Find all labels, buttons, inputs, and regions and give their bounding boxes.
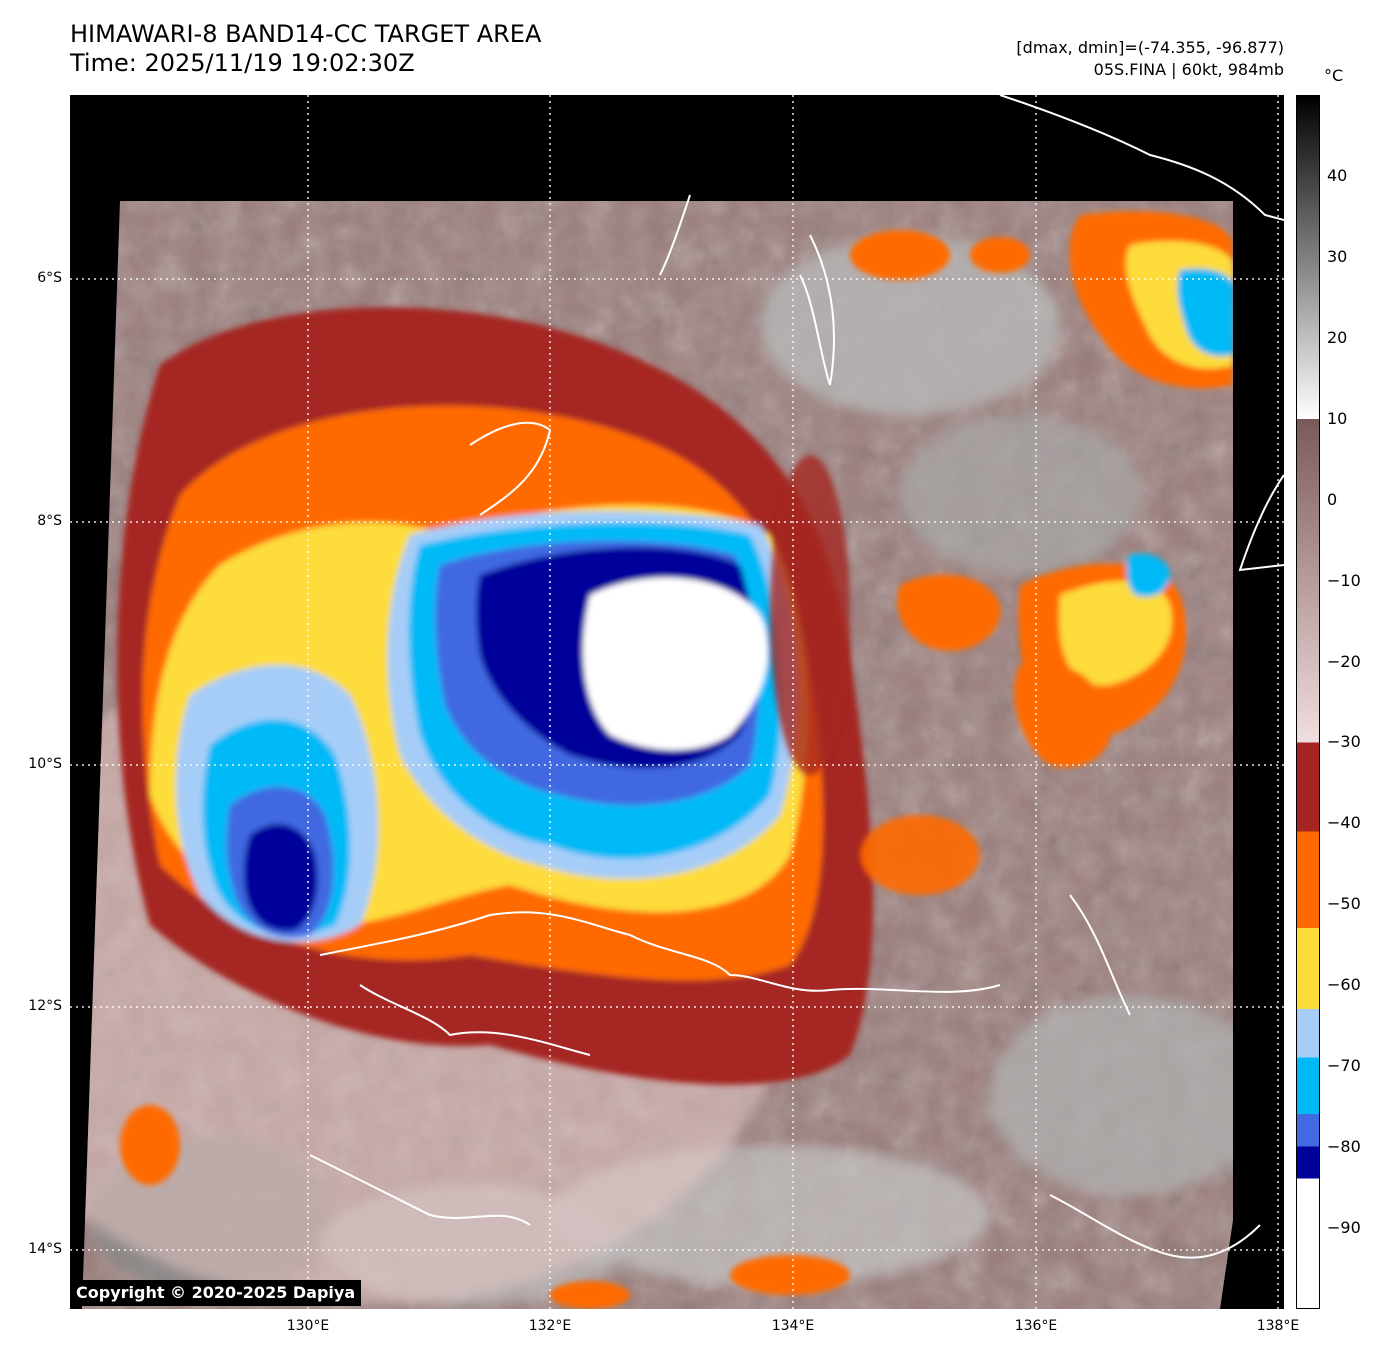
colorbar-tick-label: 20 [1327,327,1348,347]
lon-label-130e: 130°E [286,1318,330,1334]
lat-label-12s: 12°S [28,998,62,1014]
colorbar-tick-label: −60 [1327,975,1361,995]
lat-label-6s: 6°S [37,270,62,286]
satellite-map [70,95,1284,1309]
colorbar-tick-label: 0 [1327,489,1338,509]
colorbar-tick-label: 40 [1327,165,1348,185]
cloud-shield [117,307,874,1085]
lon-label-134e: 134°E [771,1318,815,1334]
lon-label-138e: 138°E [1256,1318,1300,1334]
meta-range: [dmax, dmin]=(-74.355, -96.877) [1016,38,1284,57]
colorbar-tick-label: −20 [1327,651,1361,671]
meta-storm: 05S.FINA | 60kt, 984mb [1093,60,1284,79]
gridlines [70,95,1284,1309]
coastlines [309,95,1284,1259]
lon-label-136e: 136°E [1014,1318,1058,1334]
colorbar-tick-label: −50 [1327,894,1361,914]
colorbar-tick-label: −30 [1327,732,1361,752]
figure-meta: [dmax, dmin]=(-74.355, -96.877) 05S.FINA… [1016,37,1284,81]
colorbar-tick-label: −10 [1327,570,1361,590]
colorbar-tick-label: 30 [1327,246,1348,266]
colorbar-tick-label: −90 [1327,1218,1361,1238]
title-time: Time: 2025/11/19 19:02:30Z [70,49,415,77]
lat-label-8s: 8°S [37,513,62,529]
copyright-label: Copyright © 2020-2025 Dapiya [70,1280,362,1306]
imagery-swath [82,201,1233,1309]
figure-title: HIMAWARI-8 BAND14-CC TARGET AREA Time: 2… [70,20,541,78]
ne-convection [1069,211,1233,389]
scattered-cells [120,230,1030,1309]
e-convection [897,553,1187,768]
colorbar [1296,95,1320,1309]
colorbar-tick-label: −80 [1327,1137,1361,1157]
colorbar-tick-label: 10 [1327,408,1348,428]
lat-label-14s: 14°S [28,1241,62,1257]
colorbar-unit: °C [1324,66,1344,85]
colorbar-tick-label: −40 [1327,813,1361,833]
title-product: HIMAWARI-8 BAND14-CC TARGET AREA [70,20,542,48]
lat-label-10s: 10°S [28,756,62,772]
lon-label-132e: 132°E [528,1318,572,1334]
colorbar-tick-label: −70 [1327,1056,1361,1076]
